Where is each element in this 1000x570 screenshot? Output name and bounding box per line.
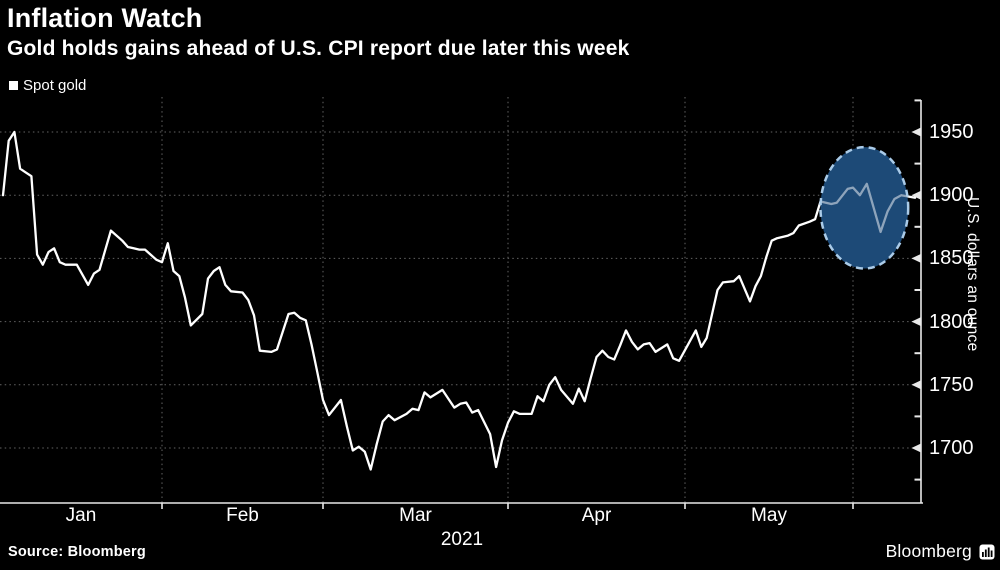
y-tick-arrow-1900 [911, 190, 921, 200]
y-tick-label-1950: 1950 [929, 121, 974, 143]
page-subtitle: Gold holds gains ahead of U.S. CPI repor… [7, 37, 630, 60]
gridlines [0, 97, 921, 503]
y-tick-label-1750: 1750 [929, 373, 974, 396]
axes [0, 100, 923, 504]
x-tick-label-May: May [751, 505, 787, 526]
y-tick-label-1800: 1800 [929, 310, 974, 333]
page-title: Inflation Watch [7, 3, 203, 33]
x-axis-year-label: 2021 [440, 529, 484, 550]
source-note: Source: Bloomberg [8, 544, 146, 560]
y-tick-arrow-1850 [911, 253, 921, 263]
y-minor-tick-1825 [914, 289, 921, 291]
y-tick-label-1900: 1900 [929, 184, 974, 207]
spot-gold-line [1, 130, 917, 471]
highlight-ellipse-dashed-border [819, 145, 910, 270]
y-tick-arrow-1750 [911, 380, 921, 390]
y-minor-tick-1725 [914, 415, 921, 418]
y-axis-title: U.S. dollars an ounce [964, 197, 981, 352]
y-minor-tick-1875 [914, 225, 921, 228]
y-minor-tick-1775 [914, 352, 921, 355]
x-tick-label-Mar: Mar [399, 505, 432, 526]
legend-label: Spot gold [23, 77, 87, 94]
x-tick-label-Jan: Jan [65, 505, 97, 526]
y-minor-tick-1975 [914, 99, 921, 102]
legend-marker-swatch [9, 81, 18, 90]
bloomberg-wordmark: Bloomberg [885, 541, 972, 561]
y-tick-arrow-1700 [911, 443, 921, 453]
bloomberg-logo: Bloomberg [886, 541, 995, 562]
y-tick-arrow-1800 [911, 317, 921, 327]
bloomberg-terminal-icon [979, 544, 995, 559]
x-tick-label-Feb: Feb [226, 505, 259, 526]
y-tick-label-1700: 1700 [929, 437, 974, 459]
y-minor-tick-1675 [914, 478, 921, 481]
legend: Spot gold [9, 77, 86, 94]
y-minor-tick-1925 [914, 162, 921, 165]
x-tick-label-Apr: Apr [581, 505, 612, 526]
y-tick-label-1850: 1850 [929, 247, 974, 270]
y-tick-arrow-1950 [911, 127, 921, 137]
axis-ticks [161, 99, 921, 509]
